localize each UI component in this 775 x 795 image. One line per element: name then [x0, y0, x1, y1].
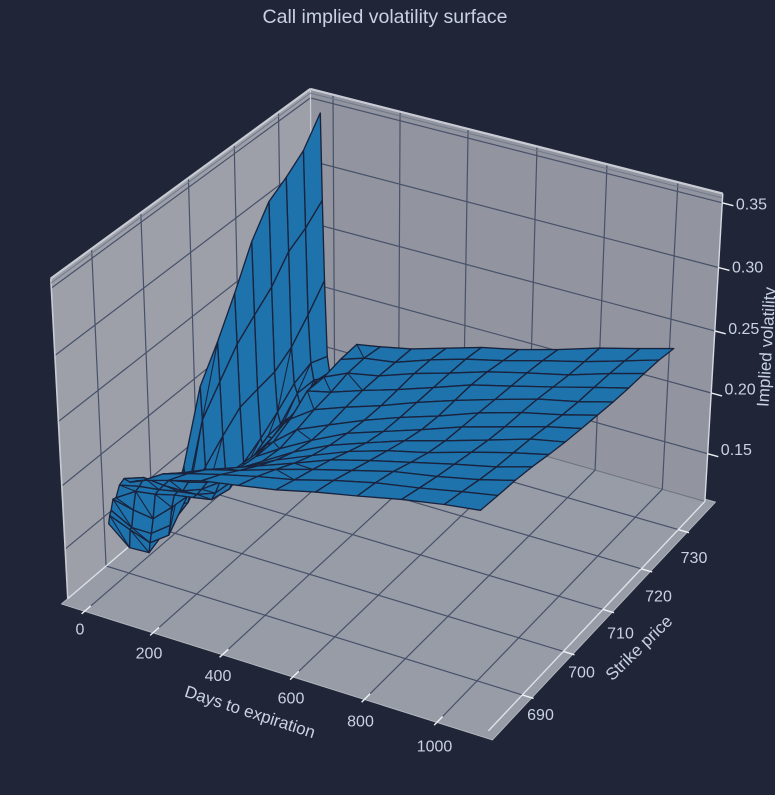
svg-text:600: 600	[278, 691, 305, 708]
svg-text:0.15: 0.15	[721, 442, 752, 459]
svg-text:0.35: 0.35	[736, 197, 767, 214]
svg-text:0.30: 0.30	[732, 260, 763, 277]
svg-text:730: 730	[681, 550, 708, 567]
svg-text:720: 720	[645, 589, 672, 606]
svg-text:Call implied volatility surfac: Call implied volatility surface	[263, 6, 508, 28]
svg-text:1000: 1000	[417, 739, 453, 756]
svg-text:700: 700	[568, 665, 595, 682]
svg-text:800: 800	[347, 714, 374, 731]
svg-text:0.20: 0.20	[725, 382, 756, 399]
svg-text:0: 0	[76, 622, 85, 639]
svg-text:690: 690	[527, 707, 554, 724]
svg-text:Implied volatility: Implied volatility	[753, 286, 775, 407]
svg-text:200: 200	[136, 646, 163, 663]
svg-text:0.25: 0.25	[728, 321, 759, 338]
svg-text:400: 400	[205, 668, 232, 685]
svg-text:710: 710	[607, 626, 634, 643]
